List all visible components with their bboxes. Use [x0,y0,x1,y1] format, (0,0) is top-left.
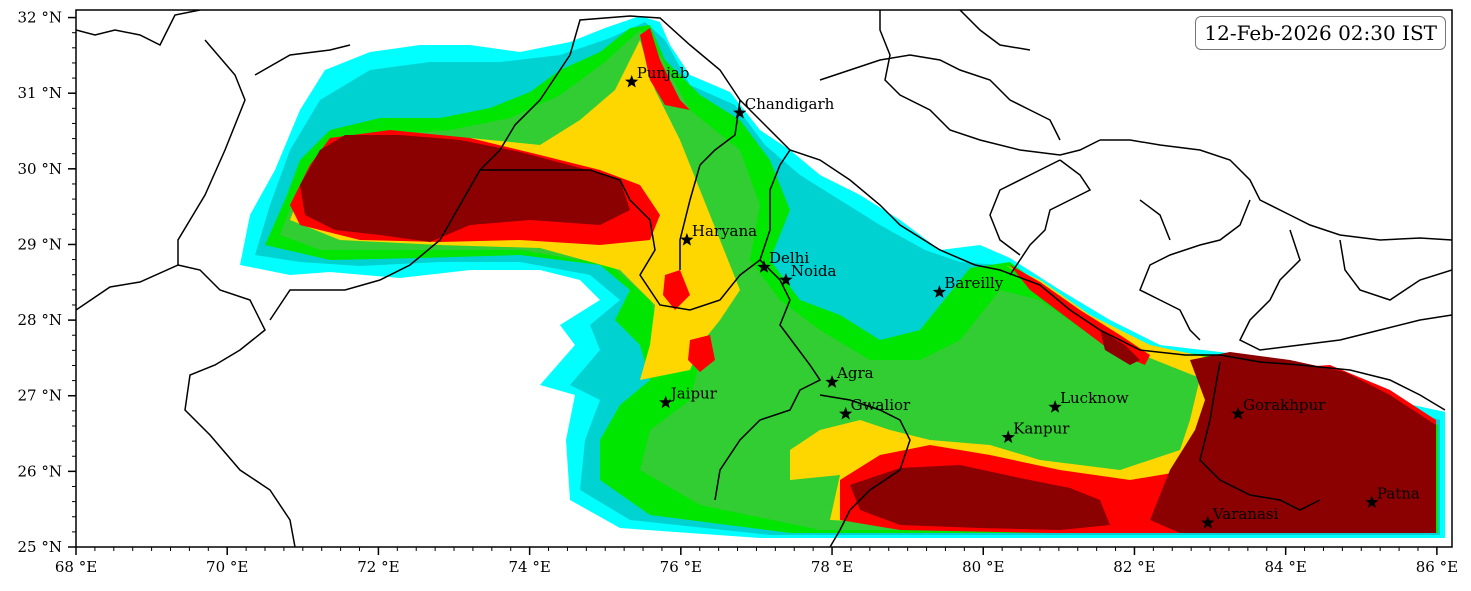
city-label: Haryana [692,222,757,240]
boundary-line [714,259,822,501]
boundary-line [254,44,351,76]
city-label: Punjab [637,64,690,82]
x-tick-label: 78 °E [811,558,853,576]
city-marker-star [1365,495,1379,508]
x-tick-label: 72 °E [357,558,399,576]
city-marker-star [733,105,747,119]
plot-frame [75,9,1453,548]
boundary-line [480,149,791,311]
boundary-lines [76,10,1452,547]
city-marker-star [625,74,639,88]
city-marker-star [1231,406,1245,420]
boundary-line [76,39,246,311]
city-marker-star [1048,400,1062,413]
y-tick-label: 28 °N [18,311,62,329]
city-label: Delhi [769,249,809,267]
city-marker-star [839,406,853,420]
boundary-line [1199,361,1321,511]
x-tick-label: 80 °E [962,558,1004,576]
y-tick-label: 32 °N [18,9,62,27]
x-tick-label: 82 °E [1113,558,1155,576]
y-tick-label: 26 °N [18,462,62,480]
boundary-line [1238,229,1452,351]
city-label: Jaipur [669,385,718,403]
boundary-line [1009,159,1092,276]
boundary-line [569,15,741,166]
city-label: Kanpur [1013,419,1070,437]
boundary-line [819,54,1061,141]
fog-band-level-5 [290,40,1436,528]
x-tick-label: 68 °E [55,558,97,576]
x-tick-label: 74 °E [508,558,550,576]
city-marker-star [932,285,947,298]
fog-density-layer [240,16,1445,538]
axis-ticks: 68 °E 70 °E 72 °E 74 °E 76 °E 78 °E 80 °E 82 °E… [18,9,1459,576]
city-label: Varanasi [1212,505,1279,523]
city-label: Noida [791,262,837,280]
city-marker-star [1201,515,1215,529]
boundary-line [959,10,1031,51]
boundary-line [177,264,296,547]
boundary-line [989,159,1061,256]
y-tick-label: 27 °N [18,387,62,405]
boundary-line [879,10,1101,156]
y-tick-label: 30 °N [18,160,62,178]
y-tick-label: 25 °N [18,538,62,556]
city-label: Bareilly [944,274,1003,292]
boundary-line [739,99,1446,411]
city-marker-star [659,395,673,409]
city-label: Patna [1377,484,1420,502]
y-tick-label: 29 °N [18,235,62,253]
boundary-line [76,10,201,47]
boundary-line [1139,199,1251,341]
city-label: Gorakhpur [1243,396,1326,414]
city-marker-star [825,375,839,388]
city-marker-star [680,232,694,246]
y-tick-label: 31 °N [18,84,62,102]
x-tick-label: 70 °E [206,558,248,576]
fog-band-level-7 [300,135,1436,533]
city-marker-star [757,260,771,273]
city-label: Lucknow [1060,389,1129,407]
boundary-line [1139,199,1171,241]
timestamp-label: 12-Feb-2026 02:30 IST [1195,16,1446,50]
boundary-line [269,54,571,321]
boundary-line [819,394,911,547]
city-label: Agra [836,364,874,382]
boundary-line [1339,239,1452,301]
x-tick-label: 86 °E [1416,558,1458,576]
boundary-line [679,164,701,270]
boundary-line [1100,139,1452,241]
city-label: Chandigarh [745,95,835,113]
x-tick-label: 84 °E [1265,558,1307,576]
x-tick-label: 76 °E [660,558,702,576]
city-label: Gwalior [851,396,911,414]
city-marker-star [1001,430,1015,443]
city-marker-star [779,273,793,286]
